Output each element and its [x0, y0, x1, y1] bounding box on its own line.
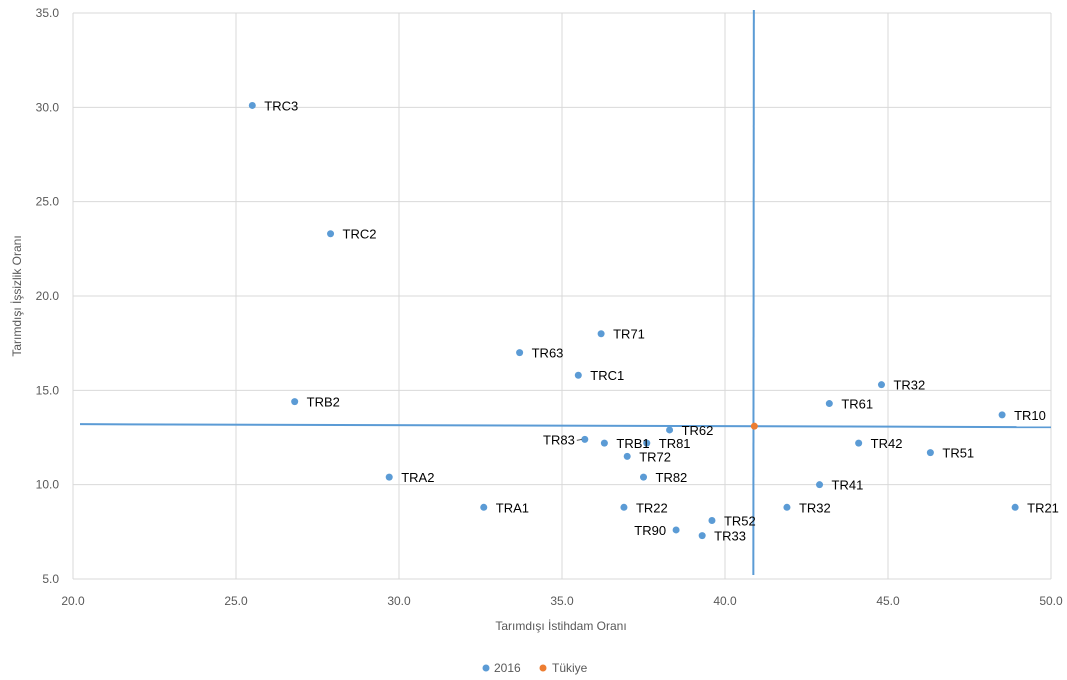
- point-labels: TRC3 TRC2 TR71 TR63 TRC1 TRB2 TR32 TR61 TR10 TR62…: [264, 98, 1059, 543]
- x-tick-label: 25.0: [224, 594, 248, 608]
- point-trc2: [327, 230, 335, 238]
- leader-line-tr83: [576, 438, 582, 441]
- data-points: [248, 101, 1019, 540]
- y-axis-title: Tarımdışı İşsizlik Oranı: [10, 235, 24, 356]
- point-label-trc1: TRC1: [590, 368, 624, 383]
- point-tr72: [623, 452, 631, 460]
- x-axis-title: Tarımdışı İstihdam Oranı: [495, 619, 626, 633]
- point-label-tr61: TR61: [841, 397, 873, 412]
- point-label-tr90: TR90: [634, 523, 666, 538]
- y-tick-label: 20.0: [36, 289, 60, 303]
- point-tra2: [385, 473, 393, 481]
- point-tr90: [672, 526, 680, 534]
- point-tr82: [640, 473, 647, 481]
- reference-lines: [79, 9, 1052, 576]
- legend-marker-2016: [482, 664, 490, 672]
- point-tr21: [1011, 503, 1019, 511]
- point-tr71: [597, 330, 605, 338]
- point-label-tr71: TR71: [613, 327, 645, 342]
- point-label-tr72: TR72: [639, 449, 671, 464]
- point-label-trb1: TRB1: [616, 436, 649, 451]
- point-label-tr81: TR81: [659, 436, 691, 451]
- y-tick-label: 10.0: [36, 478, 60, 492]
- x-tick-label: 45.0: [876, 594, 900, 608]
- point-tr52: [708, 517, 716, 525]
- horizontal-reference-line: [79, 423, 1052, 429]
- point-tr63: [516, 349, 524, 357]
- point-trb1: [600, 439, 608, 447]
- point-label-tr83: TR83: [543, 432, 575, 447]
- point-tr41: [816, 481, 824, 489]
- point-trb2: [291, 398, 299, 406]
- legend-marker-turkiye: [539, 664, 547, 672]
- tick-labels: 20.0 25.0 30.0 35.0 40.0 45.0 50.0 5.0 10.0 15.0 2…: [36, 6, 1063, 608]
- y-tick-label: 15.0: [36, 383, 60, 397]
- y-tick-label: 30.0: [36, 100, 60, 114]
- x-tick-label: 20.0: [61, 594, 85, 608]
- point-label-tr42: TR42: [871, 436, 903, 451]
- point-tr32: [877, 381, 885, 389]
- y-tick-label: 25.0: [36, 195, 60, 209]
- point-label-tr22: TR22: [636, 500, 668, 515]
- legend-label-2016: 2016: [494, 661, 521, 675]
- point-tr33: [698, 532, 706, 540]
- point-label-tr32: TR32: [893, 378, 925, 393]
- point-label-tr33: TR33: [714, 529, 746, 544]
- point-tr81: [643, 439, 651, 447]
- vertical-reference-line: [752, 9, 755, 576]
- point-label-tr63: TR63: [532, 346, 564, 361]
- point-label-tr82: TR82: [656, 470, 688, 485]
- point-tr61: [825, 400, 833, 408]
- point-tr22: [620, 503, 628, 511]
- point-label-trc3: TRC3: [264, 98, 298, 113]
- point-tr42: [855, 439, 863, 447]
- x-tick-label: 50.0: [1039, 594, 1063, 608]
- point-tr32: [783, 503, 791, 511]
- point-tr51: [926, 449, 934, 457]
- point-tr10: [998, 411, 1006, 419]
- point-label-tr10: TR10: [1014, 408, 1046, 423]
- point-label-trc2: TRC2: [343, 227, 377, 242]
- point-tr83: [581, 435, 589, 443]
- x-tick-label: 40.0: [713, 594, 737, 608]
- point-label-tr32: TR32: [799, 500, 831, 515]
- gridlines: [72, 12, 1052, 580]
- point-trc1: [574, 371, 582, 379]
- legend: 2016 Tükiye: [482, 661, 588, 675]
- y-tick-label: 5.0: [42, 572, 59, 586]
- x-tick-label: 30.0: [387, 594, 411, 608]
- y-tick-label: 35.0: [36, 6, 60, 20]
- point-tra1: [480, 503, 488, 511]
- point-turkiye: [750, 422, 758, 430]
- point-label-tr51: TR51: [942, 446, 974, 461]
- point-tr62: [666, 426, 674, 434]
- point-trc3: [248, 101, 256, 109]
- point-label-tra2: TRA2: [401, 470, 434, 485]
- point-label-trb2: TRB2: [307, 395, 340, 410]
- x-tick-label: 35.0: [550, 594, 574, 608]
- point-label-tr52: TR52: [724, 514, 756, 529]
- point-label-tr62: TR62: [682, 423, 714, 438]
- point-label-tr21: TR21: [1027, 500, 1059, 515]
- point-label-tra1: TRA1: [496, 500, 529, 515]
- legend-label-turkiye: Tükiye: [552, 661, 588, 675]
- point-label-tr41: TR41: [832, 478, 864, 493]
